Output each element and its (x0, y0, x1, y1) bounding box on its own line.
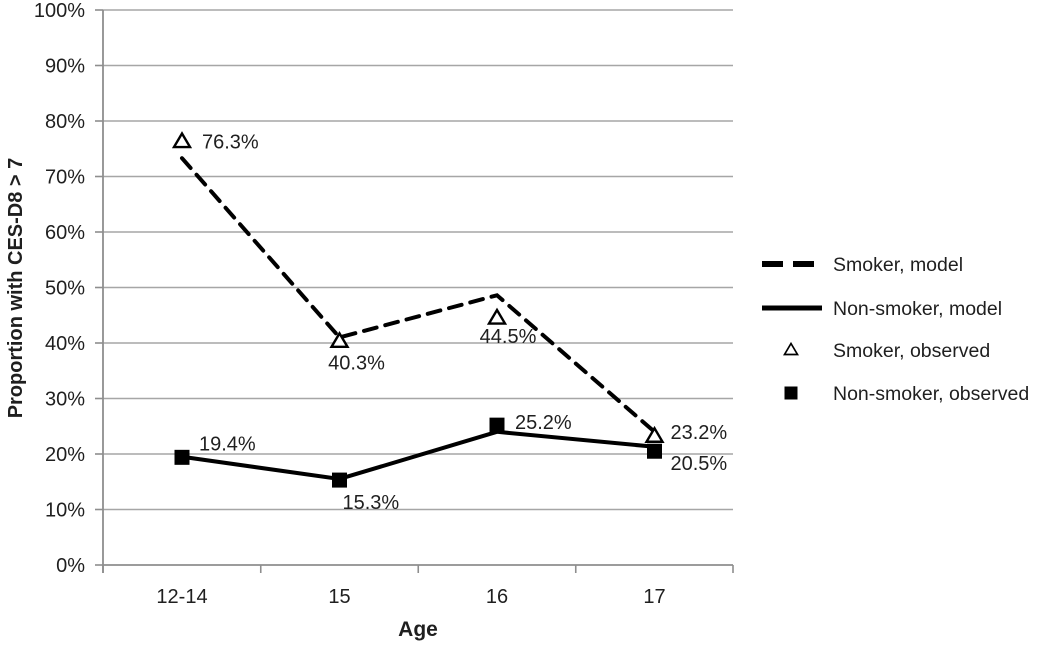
y-tick-label: 100% (34, 0, 85, 22)
point-data-label: 44.5% (480, 326, 537, 348)
point-data-label: 19.4% (199, 433, 256, 455)
square-marker (647, 443, 662, 459)
y-tick-label: 90% (45, 56, 85, 78)
x-tick-label: 17 (643, 586, 665, 608)
x-tick-label: 16 (486, 586, 508, 608)
axis-text: 0% 10% 20% 30% 40% 50% 60% 70% 80% 90% 100% 12-14 15… (5, 0, 666, 641)
legend-item: Non-smoker, observed (784, 383, 1029, 405)
y-tick-label: 0% (56, 555, 85, 577)
point-data-label: 25.2% (515, 412, 572, 434)
point-data-label: 20.5% (671, 453, 728, 475)
square-marker (174, 449, 190, 465)
x-axis-title: Age (398, 618, 438, 641)
y-tick-label: 10% (45, 500, 85, 522)
series-line-non-smoker-model (180, 429, 657, 482)
point-data-label: 15.3% (343, 492, 400, 514)
legend-label: Non-smoker, model (833, 298, 1002, 320)
square-marker (332, 472, 347, 488)
gridlines (103, 9, 733, 511)
triangle-marker (329, 330, 350, 349)
y-tick-label: 50% (45, 278, 85, 300)
axes (95, 9, 734, 573)
square-marker (489, 417, 505, 433)
legend: Smoker, model Non-smoker, model Smoker, ob… (762, 254, 1029, 405)
x-tick-label: 12-14 (156, 586, 207, 608)
triangle-marker (644, 425, 665, 443)
y-tick-label: 40% (45, 333, 85, 355)
legend-label: Non-smoker, observed (833, 383, 1029, 405)
square-marker (784, 386, 798, 400)
legend-item: Smoker, observed (783, 340, 990, 362)
point-data-label: 23.2% (671, 422, 728, 444)
y-tick-label: 70% (45, 167, 85, 189)
legend-item: Non-smoker, model (762, 298, 1002, 320)
y-axis-title: Proportion with CES-D8 > 7 (5, 158, 27, 419)
triangle-marker (171, 131, 193, 149)
legend-label: Smoker, observed (833, 340, 990, 362)
y-tick-label: 20% (45, 444, 85, 466)
triangle-marker (783, 341, 799, 356)
legend-item: Smoker, model (762, 254, 963, 276)
series (171, 131, 665, 488)
legend-label: Smoker, model (833, 254, 963, 276)
triangle-marker (486, 307, 508, 325)
y-tick-label: 30% (45, 389, 85, 411)
y-tick-label: 80% (45, 111, 85, 133)
data-labels: 76.3% 40.3% 44.5% 23.2% 19.4% 15.3% 25.2% 20.5% (199, 132, 727, 515)
point-data-label: 40.3% (328, 352, 385, 374)
point-data-label: 76.3% (202, 132, 259, 154)
y-tick-label: 60% (45, 222, 85, 244)
x-tick-label: 15 (328, 586, 350, 608)
series-line-smoker-model (180, 156, 657, 434)
